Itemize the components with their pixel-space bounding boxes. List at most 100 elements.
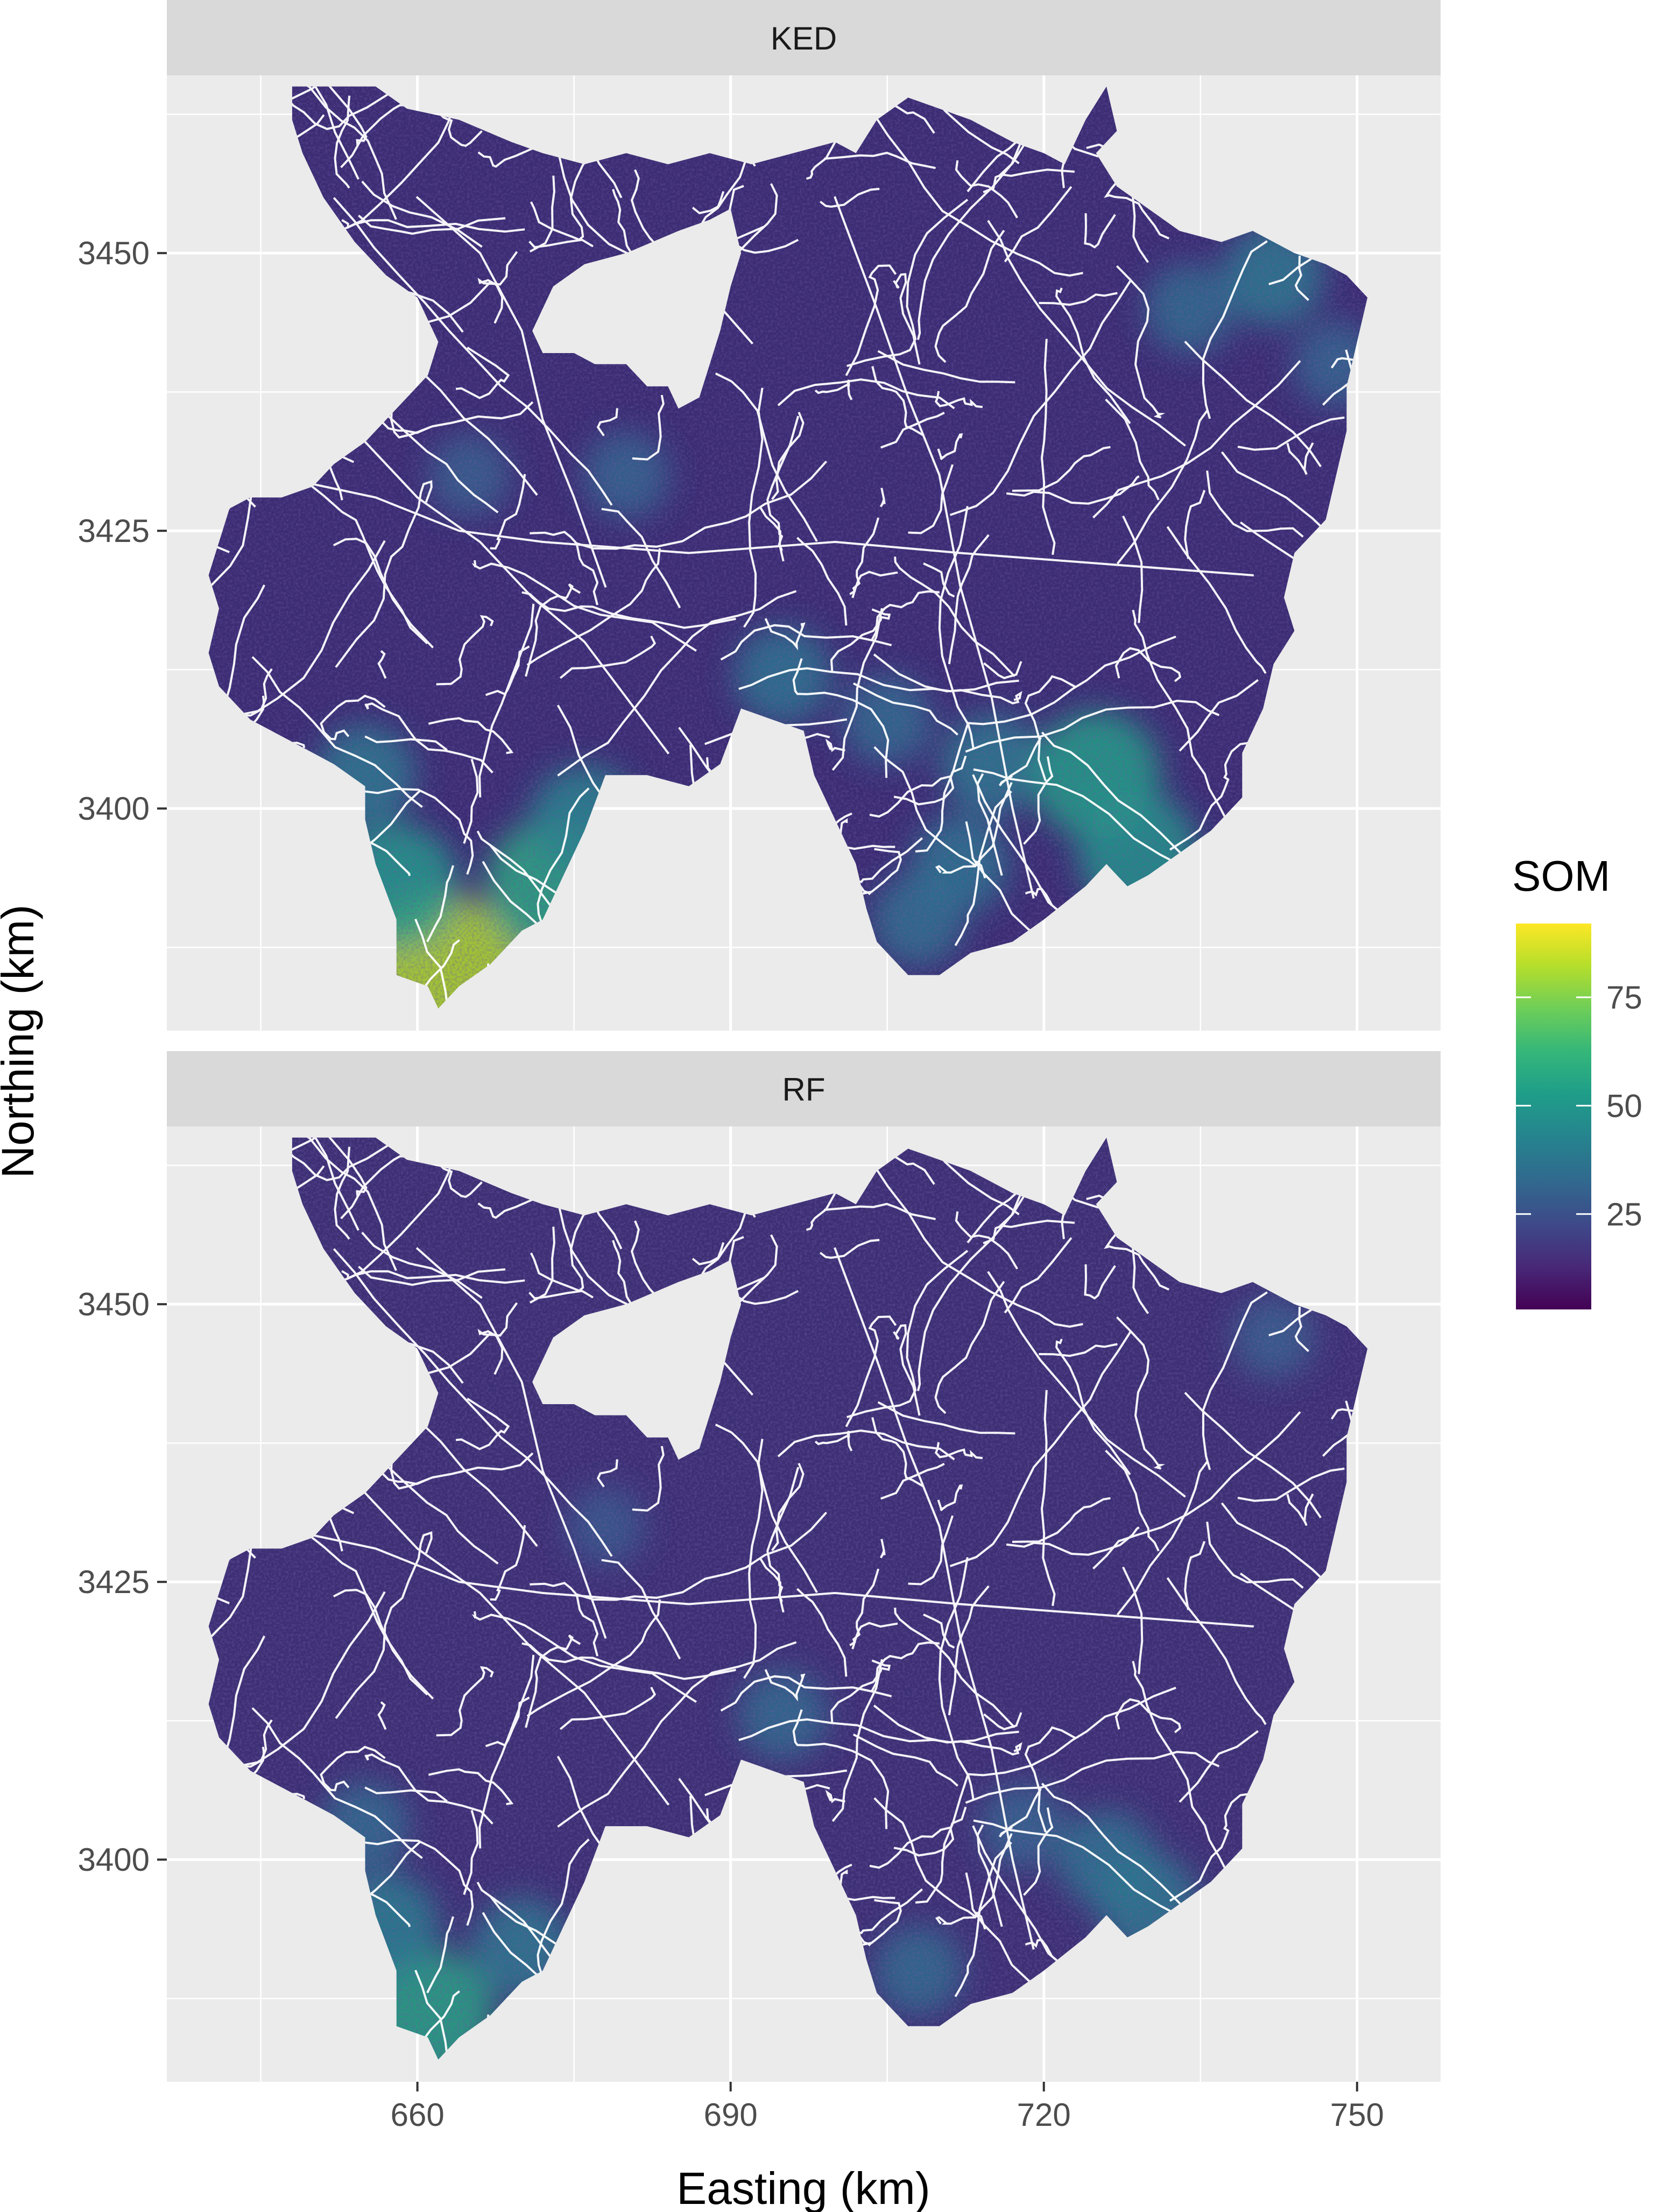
road-line <box>455 1398 510 1450</box>
road-line <box>948 534 990 665</box>
road-line <box>525 1634 581 1728</box>
road-line <box>1184 1541 1206 1610</box>
road-line <box>358 1265 506 1286</box>
road-line <box>867 91 1083 277</box>
road-line <box>526 1599 661 1717</box>
road-line <box>1055 1339 1131 1475</box>
road-line <box>771 1463 805 1552</box>
road-line <box>1012 446 1111 492</box>
road-line <box>738 1234 778 1304</box>
road-line <box>208 1137 368 1197</box>
road-line <box>218 540 386 722</box>
road-line <box>915 1773 970 1904</box>
road-line <box>364 1753 493 1825</box>
road-line <box>1039 292 1118 306</box>
road-line <box>390 1452 534 1490</box>
road-line <box>286 1137 414 1181</box>
road-line <box>273 86 483 112</box>
road-line <box>358 214 506 235</box>
road-line <box>208 86 368 146</box>
road-line <box>1237 416 1345 451</box>
road-line <box>477 1302 518 1375</box>
road-line <box>871 365 925 436</box>
road-line <box>601 508 681 609</box>
road-line <box>1105 398 1160 501</box>
road-line <box>1012 1497 1111 1543</box>
road-line <box>1114 647 1182 682</box>
y-tick-label: 3425 <box>78 513 150 549</box>
road-line <box>1169 742 1248 851</box>
road-line <box>436 615 494 686</box>
road-line <box>377 1701 387 1730</box>
road-line <box>1166 1577 1267 1725</box>
road-line <box>853 1734 958 1787</box>
road-line <box>777 378 955 410</box>
road-line <box>530 1582 599 1657</box>
road-line <box>923 1614 955 1649</box>
road-line <box>850 837 923 896</box>
road-line <box>976 773 1003 876</box>
road-line <box>528 1290 594 1300</box>
road-line <box>834 196 1035 899</box>
road-line <box>1286 442 1314 475</box>
road-line <box>845 264 897 376</box>
road-line <box>1179 679 1259 752</box>
y-tick-label: 3400 <box>78 791 150 827</box>
road-line <box>834 1247 1035 1950</box>
y-tick-label: 3450 <box>78 235 150 271</box>
road-line <box>738 667 1019 693</box>
road-line <box>743 388 764 628</box>
legend-tick-label: 75 <box>1606 980 1642 1016</box>
road-line <box>1179 1730 1259 1803</box>
road-line <box>436 1666 494 1737</box>
road-line <box>218 1591 386 1773</box>
road-line <box>1237 1467 1345 1502</box>
road-line <box>477 251 518 324</box>
road-line <box>1169 1793 1248 1902</box>
road-line <box>478 603 535 798</box>
road-line <box>893 1324 921 1416</box>
road-line <box>270 474 1254 576</box>
road-line <box>738 183 778 252</box>
road-line <box>893 1806 967 1857</box>
road-line <box>529 1227 555 1304</box>
x-tick-label: 720 <box>1017 2097 1071 2133</box>
legend-title: SOM <box>1512 852 1610 900</box>
legend-tick-label: 25 <box>1606 1196 1642 1232</box>
road-line <box>364 735 448 751</box>
road-line <box>965 1751 1220 1804</box>
road-line <box>1025 887 1053 906</box>
road-line <box>851 1622 898 1650</box>
road-line <box>867 1143 1083 1328</box>
road-line <box>485 645 530 696</box>
y-tick-label: 3400 <box>78 1842 150 1878</box>
road-line <box>853 682 958 736</box>
road-line <box>966 636 1176 725</box>
road-line <box>937 433 963 461</box>
road-line <box>965 700 1220 753</box>
road-line <box>537 1838 590 1985</box>
road-line <box>1092 1411 1301 1570</box>
road-line <box>934 1281 1005 1414</box>
road-line <box>361 1231 483 1299</box>
road-line <box>1184 490 1206 559</box>
road-line <box>301 362 670 755</box>
facet-strip-rf <box>167 1051 1441 1126</box>
road-line <box>1024 1726 1076 1833</box>
y-axis-title: Northing (km) <box>0 905 43 1179</box>
facet-label-rf: RF <box>782 1072 826 1108</box>
road-line <box>257 86 397 220</box>
road-line <box>426 1916 454 1993</box>
x-tick-label: 690 <box>704 2097 758 2133</box>
road-line <box>1122 515 1144 623</box>
road-line <box>320 1745 386 1792</box>
road-line <box>831 1659 883 1822</box>
legend-ticks: 25 50 75 <box>1516 980 1642 1232</box>
road-line <box>934 391 983 408</box>
road-line <box>870 590 940 642</box>
road-line <box>1084 1264 1116 1300</box>
road-line <box>893 273 921 365</box>
road-line <box>1114 1698 1182 1734</box>
road-line <box>1024 675 1076 781</box>
